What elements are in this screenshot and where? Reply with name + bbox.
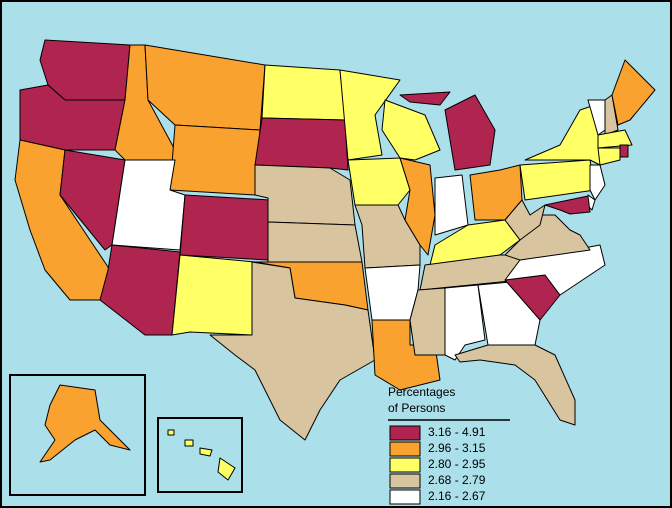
state: [254, 164, 356, 226]
state: [354, 204, 421, 269]
state: [254, 117, 349, 171]
state: [99, 244, 181, 336]
state: [209, 261, 376, 441]
state: [619, 144, 629, 158]
state: [409, 287, 446, 356]
state: [179, 194, 271, 261]
state: [477, 281, 541, 346]
state: [604, 94, 619, 136]
state: [184, 439, 194, 447]
state: [381, 99, 441, 161]
legend-title: of Persons: [388, 401, 445, 415]
state: [169, 124, 261, 196]
state: [504, 244, 606, 296]
state: [444, 94, 496, 171]
legend: Percentages of Persons 3.16 - 4.91 2.96 -…: [388, 385, 510, 505]
state: [339, 69, 401, 161]
state: [399, 157, 436, 256]
legend-swatch: [389, 441, 421, 457]
legend-swatch: [389, 425, 421, 441]
legend-swatch: [389, 473, 421, 489]
state: [347, 157, 411, 206]
state: [171, 254, 256, 336]
legend-swatch: [389, 457, 421, 473]
state: [371, 319, 441, 391]
hawaii-inset: [157, 417, 243, 493]
legend-title: Percentages: [388, 385, 455, 399]
state: [589, 164, 606, 201]
state: [597, 129, 633, 149]
state: [597, 147, 621, 166]
legend-label: 2.68 - 2.79: [428, 473, 486, 487]
legend-swatch: [389, 489, 421, 505]
states: [9, 39, 656, 496]
legend-label: 2.16 - 2.67: [428, 489, 486, 503]
state: [611, 59, 656, 126]
state: [167, 429, 175, 436]
state: [59, 149, 126, 251]
state: [267, 221, 363, 263]
state: [454, 344, 576, 426]
state: [217, 457, 236, 481]
legend-label: 2.80 - 2.95: [428, 457, 486, 471]
state: [199, 447, 213, 457]
legend-label: 2.96 - 3.15: [428, 441, 486, 455]
state: [434, 174, 469, 236]
state: [261, 64, 346, 121]
state: [39, 384, 131, 463]
state: [544, 195, 591, 215]
state: [399, 91, 451, 106]
legend-label: 3.16 - 4.91: [428, 425, 486, 439]
